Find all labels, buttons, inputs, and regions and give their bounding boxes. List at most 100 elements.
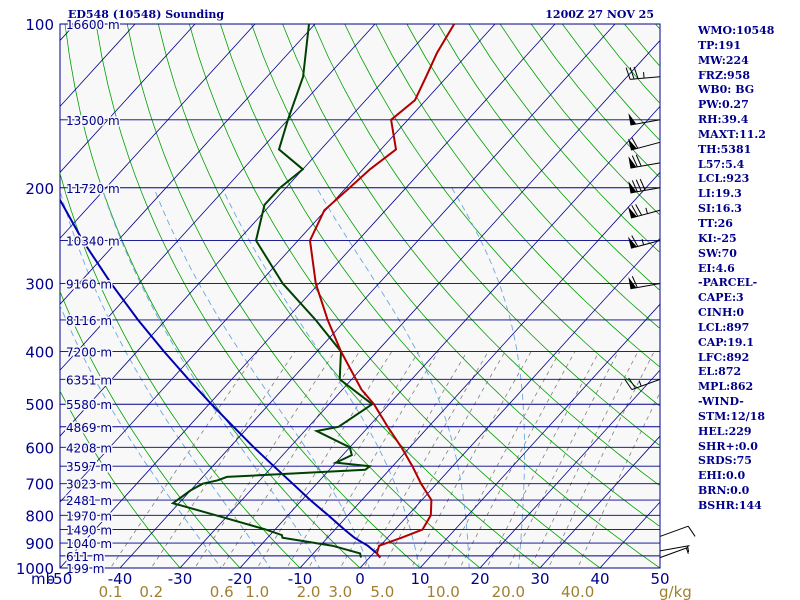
valid-time: 1200Z 27 NOV 25 bbox=[545, 8, 654, 21]
index-line: CAPE:3 bbox=[698, 291, 744, 305]
height-label: 16600 m bbox=[66, 18, 120, 32]
mixing-ratio-tick-label: 40.0 bbox=[561, 583, 594, 600]
moist-adiabat bbox=[101, 187, 321, 568]
height-label: 3023 m bbox=[66, 478, 112, 492]
index-line: LCL:923 bbox=[698, 172, 750, 186]
isotherm bbox=[60, 24, 556, 568]
isotherm bbox=[419, 303, 660, 568]
mixing-ratio-tick-label: 0.2 bbox=[139, 583, 163, 600]
moist-adiabat bbox=[60, 304, 222, 568]
index-line: TH:5381 bbox=[698, 142, 752, 156]
wind-barb bbox=[627, 137, 661, 151]
mixing-ratio-line bbox=[110, 351, 258, 568]
pressure-tick-label: 900 bbox=[25, 535, 54, 553]
index-line: HEL:229 bbox=[698, 424, 752, 438]
index-line: PW:0.27 bbox=[698, 98, 749, 112]
isotherm bbox=[60, 24, 316, 305]
isotherm bbox=[60, 24, 196, 173]
pressure-tick-label: 800 bbox=[25, 507, 54, 525]
mixing-ratio-tick-label: 0.6 bbox=[210, 583, 234, 600]
wind-barb bbox=[628, 154, 661, 169]
index-line: RH:39.4 bbox=[698, 113, 749, 127]
mixing-ratio-line bbox=[547, 351, 655, 568]
moist-adiabat bbox=[221, 187, 420, 568]
temperature-trace bbox=[308, 24, 456, 559]
index-line: TP:191 bbox=[698, 38, 742, 52]
index-line: LFC:892 bbox=[698, 350, 750, 364]
index-line: BRN:0.0 bbox=[698, 484, 750, 498]
mixing-ratio-line bbox=[507, 351, 619, 568]
index-line: EHI:0.0 bbox=[698, 469, 746, 483]
mixing-ratio-line bbox=[486, 351, 600, 568]
height-label: 7200 m bbox=[66, 346, 112, 360]
index-line: MW:224 bbox=[698, 53, 749, 67]
height-label: 4869 m bbox=[66, 421, 112, 435]
height-label: 3597 m bbox=[66, 460, 112, 474]
isotherm bbox=[359, 237, 660, 568]
height-label: 1490 m bbox=[66, 524, 112, 538]
mixing-ratio-line bbox=[442, 351, 561, 568]
index-line: STM:12/18 bbox=[698, 409, 765, 423]
isotherm bbox=[299, 171, 660, 568]
height-label: 13500 m bbox=[66, 114, 120, 128]
isotherm bbox=[479, 369, 660, 568]
isotherm bbox=[60, 24, 376, 371]
height-label: 8116 m bbox=[66, 314, 112, 328]
pressure-tick-label: 1000 bbox=[16, 560, 54, 578]
wind-barb bbox=[659, 525, 696, 537]
wind-barb bbox=[659, 545, 690, 552]
mixing-ratio-tick-label: 5.0 bbox=[370, 583, 394, 600]
wind-barb bbox=[627, 204, 661, 219]
temperature-tick-label: -10 bbox=[288, 570, 313, 588]
index-line: LCL:897 bbox=[698, 320, 750, 334]
mixing-ratio-tick-label: 0.1 bbox=[99, 583, 123, 600]
index-line: WMO:10548 bbox=[698, 24, 775, 37]
index-line: MAXT:11.2 bbox=[698, 127, 766, 141]
wind-barb bbox=[659, 546, 689, 559]
index-line: -WIND- bbox=[698, 395, 744, 409]
mixing-ratio-tick-label: 10.0 bbox=[426, 583, 459, 600]
temperature-tick-label: -30 bbox=[168, 570, 193, 588]
mixing-ratio-line bbox=[150, 351, 296, 568]
plot-area bbox=[59, 23, 661, 569]
pressure-tick-label: 200 bbox=[25, 180, 54, 198]
height-label: 5580 m bbox=[66, 398, 112, 412]
pressure-tick-label: 700 bbox=[25, 476, 54, 494]
moist-adiabat bbox=[60, 189, 271, 568]
temperature-tick-label: 40 bbox=[590, 570, 609, 588]
index-line: KI:-25 bbox=[698, 231, 737, 245]
index-line: SHR+:0.0 bbox=[698, 439, 758, 453]
temperature-tick-label: -50 bbox=[48, 570, 73, 588]
index-line: L57:5.4 bbox=[698, 157, 745, 171]
mixing-ratio-line bbox=[529, 351, 639, 568]
temperature-tick-label: -20 bbox=[228, 570, 253, 588]
indices-panel: WMO:10548 TP:191 MW:224 FRZ:958 WB0: BG PW:0.… bbox=[698, 24, 798, 514]
index-line: TT:26 bbox=[698, 216, 733, 230]
pressure-tick-label: 500 bbox=[25, 396, 54, 414]
temperature-tick-label: 30 bbox=[530, 570, 549, 588]
mixing-ratio-line bbox=[410, 351, 532, 568]
height-label: 199 m bbox=[66, 562, 104, 576]
temperature-tick-label: -40 bbox=[108, 570, 133, 588]
index-line: WB0: BG bbox=[698, 83, 755, 97]
temperature-tick-label: 50 bbox=[650, 570, 669, 588]
height-label: 1970 m bbox=[66, 509, 112, 523]
mixing-ratio-tick-label: 2.0 bbox=[297, 583, 321, 600]
wind-barb bbox=[627, 235, 661, 249]
mixing-ratio-line bbox=[286, 351, 419, 568]
isotherm bbox=[539, 435, 660, 568]
isotherm bbox=[179, 39, 660, 568]
isotherm bbox=[60, 24, 436, 437]
height-label: 611 m bbox=[66, 550, 104, 564]
dewpoint-trace bbox=[170, 24, 374, 558]
index-line: FRZ:958 bbox=[698, 68, 751, 82]
temperature-tick-label: 0 bbox=[355, 570, 365, 588]
index-line: SRDS:75 bbox=[698, 454, 752, 468]
mixing-ratio-unit-label: g/kg bbox=[659, 583, 692, 600]
index-line: SW:70 bbox=[698, 246, 737, 260]
pressure-tick-label: 400 bbox=[25, 344, 54, 362]
index-line: MPL:862 bbox=[698, 380, 754, 394]
wind-barb bbox=[624, 377, 661, 391]
index-line: SI:16.3 bbox=[698, 202, 742, 216]
